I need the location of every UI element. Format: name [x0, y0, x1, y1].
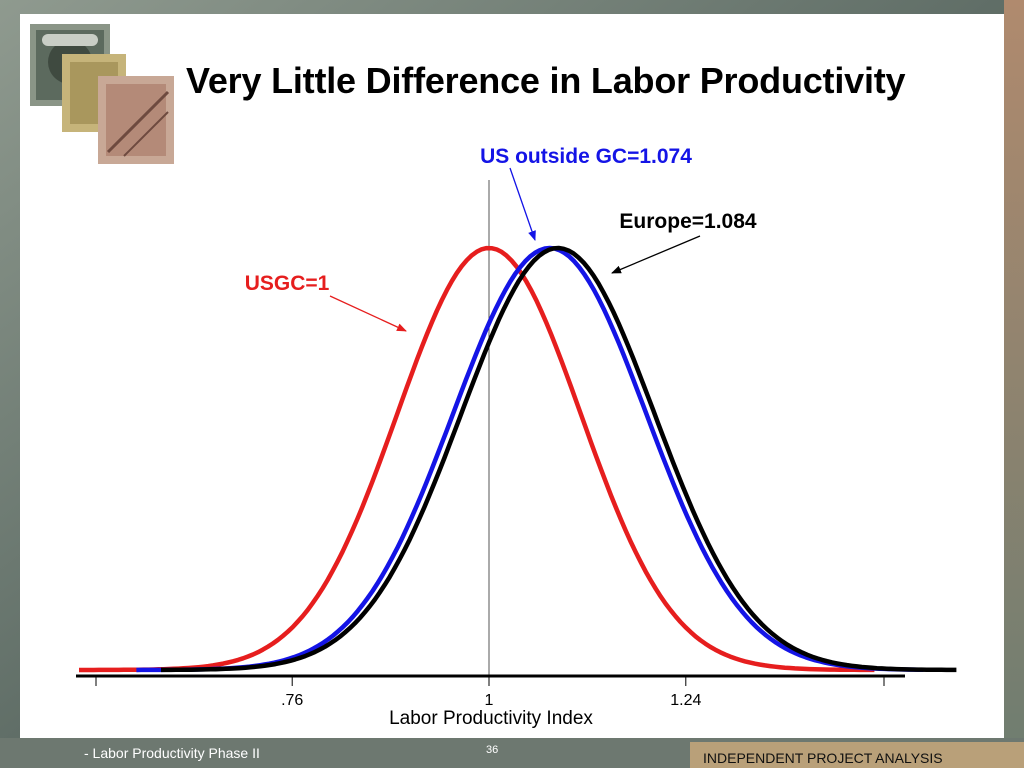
arrow-usgc [329, 295, 407, 332]
x-tick-label-0: .76 [281, 692, 303, 709]
curve-series-2 [161, 245, 957, 673]
x-tick-label-1: 1 [485, 692, 494, 709]
annotation-us-outside-gc: US outside GC=1.074 [480, 145, 692, 168]
photo-collage-logo [30, 24, 174, 164]
x-axis-ticks: .76 1 1.24 [281, 677, 701, 709]
annotation-usgc: USGC=1 [245, 272, 330, 295]
page-number: 36 [486, 744, 499, 756]
footer-left-text: - Labor Productivity Phase II [84, 745, 260, 761]
arrow-us-outside-gc [509, 167, 536, 241]
x-axis-label: Labor Productivity Index [389, 708, 593, 729]
curve-series-1 [136, 245, 924, 673]
page-title: Very Little Difference in Labor Producti… [186, 60, 906, 101]
arrow-europe [611, 235, 701, 274]
annotation-europe: Europe=1.084 [619, 210, 756, 233]
distribution-curves [79, 245, 957, 673]
curve-series-0 [79, 245, 875, 673]
x-tick-label-2: 1.24 [670, 692, 701, 709]
footer-right-text: INDEPENDENT PROJECT ANALYSIS [703, 750, 943, 766]
slide-panel [20, 14, 1004, 738]
